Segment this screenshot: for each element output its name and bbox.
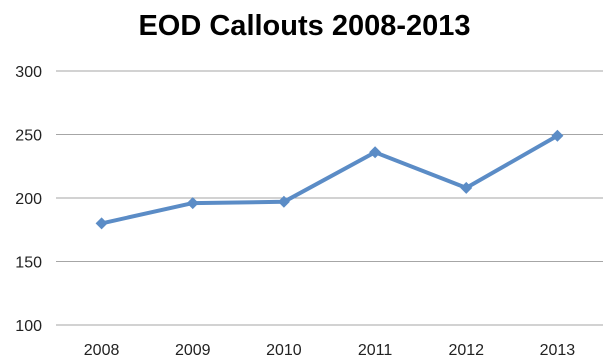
data-point-2008 xyxy=(95,217,108,230)
x-tick-label: 2009 xyxy=(175,342,211,359)
y-tick-label: 150 xyxy=(15,255,42,272)
x-tick-label: 2010 xyxy=(266,342,302,359)
x-tick-label: 2008 xyxy=(84,342,120,359)
y-tick-label: 100 xyxy=(15,318,42,335)
data-point-2013 xyxy=(551,129,564,142)
data-point-2011 xyxy=(369,146,382,159)
x-tick-label: 2012 xyxy=(448,342,484,359)
series-line xyxy=(99,133,560,226)
y-tick-label: 200 xyxy=(15,191,42,208)
series xyxy=(95,129,564,230)
x-axis-ticks: 2008 2009 2010 2011 2012 2013 xyxy=(84,342,576,359)
x-tick-label: 2013 xyxy=(540,342,576,359)
y-tick-label: 250 xyxy=(15,128,42,145)
data-point-2010 xyxy=(277,195,290,208)
data-point-2012 xyxy=(460,181,473,194)
y-tick-label: 300 xyxy=(15,64,42,81)
data-point-2009 xyxy=(186,197,199,210)
chart-title: EOD Callouts 2008-2013 xyxy=(138,10,471,42)
y-axis-ticks: 100 150 200 250 300 xyxy=(15,64,42,335)
x-tick-label: 2011 xyxy=(358,342,393,359)
gridlines xyxy=(56,70,603,326)
